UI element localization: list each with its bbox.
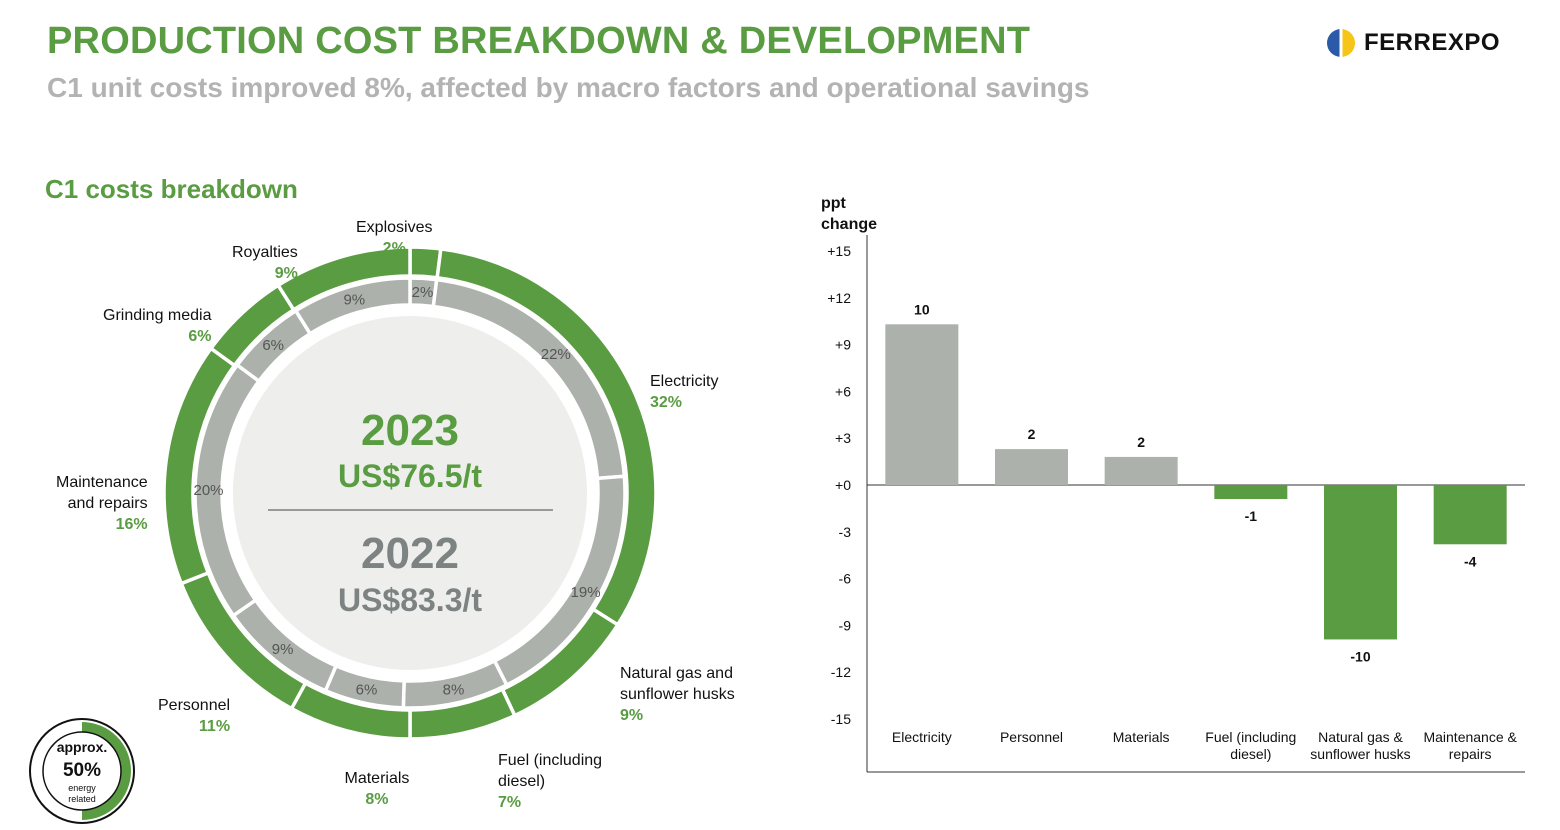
inner-ring-label-maintenance-and-repairs: 20% xyxy=(194,482,224,499)
x-tick-label-natural-gas-sunflower-husks: Natural gas & xyxy=(1318,729,1403,745)
segment-label-name: Electricity xyxy=(650,373,719,390)
segment-label-name: Natural gas and xyxy=(620,665,733,682)
y-tick-label: +3 xyxy=(835,430,851,446)
x-tick-label-maintenance-repairs: Maintenance & xyxy=(1423,729,1517,745)
segment-label-percent: 9% xyxy=(620,707,644,724)
inner-ring-label-explosives: 2% xyxy=(412,284,434,301)
inner-ring-label-personnel: 9% xyxy=(272,641,294,658)
inner-ring-label-fuel-including-diesel: 8% xyxy=(443,682,465,699)
y-tick-label: -6 xyxy=(839,571,852,587)
segment-label-explosives: Explosives 2% xyxy=(356,217,432,259)
x-tick-label-natural-gas-sunflower-husks: sunflower husks xyxy=(1310,746,1410,762)
segment-label-percent: 6% xyxy=(188,328,212,345)
badge-text-percent: 50% xyxy=(63,760,101,781)
x-tick-label-fuel-including-diesel: diesel) xyxy=(1230,746,1271,762)
inner-ring-label-grinding-media: 6% xyxy=(262,337,284,354)
page-subtitle: C1 unit costs improved 8%, affected by m… xyxy=(47,72,1090,103)
badge-text-related: related xyxy=(68,794,96,804)
bar-electricity xyxy=(885,324,959,485)
badge-text-energy: energy xyxy=(68,783,96,793)
segment-label-name: Royalties xyxy=(232,244,298,261)
segment-label-materials: Materials 8% xyxy=(345,768,410,810)
bar-maintenance-repairs xyxy=(1433,485,1507,545)
bar-personnel xyxy=(995,449,1068,485)
x-tick-label-electricity: Electricity xyxy=(892,729,952,745)
x-tick-label-personnel: Personnel xyxy=(1000,729,1063,745)
y-tick-label: +6 xyxy=(835,383,851,399)
y-axis-title-line: change xyxy=(821,216,877,233)
data-label-electricity: 10 xyxy=(914,301,930,317)
inner-ring-label-materials: 6% xyxy=(356,682,378,699)
segment-label-name: Explosives xyxy=(356,219,433,236)
segment-label-percent: 8% xyxy=(365,791,389,808)
segment-label-name: Personnel xyxy=(158,697,231,714)
data-label-materials: 2 xyxy=(1137,434,1145,450)
center-value-prior: US$83.3/t xyxy=(338,582,482,618)
segment-label-name: diesel) xyxy=(498,773,546,790)
segment-label-grinding-media: Grinding media 6% xyxy=(103,305,212,347)
y-axis-title-line: ppt xyxy=(821,195,847,212)
center-value-current: US$76.5/t xyxy=(338,458,482,494)
badge-progress-fill xyxy=(82,722,131,820)
center-year-current: 2023 xyxy=(361,406,459,455)
segment-label-royalties: Royalties 9% xyxy=(232,242,298,284)
y-tick-label: -3 xyxy=(839,524,852,540)
segment-label-percent: 9% xyxy=(274,265,298,282)
segment-label-percent: 32% xyxy=(650,394,683,411)
segment-label-name: Fuel (including xyxy=(498,752,603,769)
data-label-maintenance-repairs: -4 xyxy=(1464,553,1477,569)
y-tick-label: +15 xyxy=(827,243,851,259)
segment-label-percent: 16% xyxy=(115,516,148,533)
segment-label-percent: 2% xyxy=(382,240,406,257)
data-label-personnel: 2 xyxy=(1028,426,1036,442)
data-label-natural-gas-sunflower-husks: -10 xyxy=(1350,648,1370,664)
logo-mark-icon xyxy=(1327,29,1355,57)
x-tick-label-materials: Materials xyxy=(1113,729,1170,745)
segment-label-name: Materials xyxy=(344,770,410,787)
inner-ring-label-royalties: 9% xyxy=(343,291,365,308)
segment-label-maintenance-and-repairs: Maintenance and repairs 16% xyxy=(56,472,148,535)
donut-center xyxy=(233,316,587,670)
y-tick-label: -15 xyxy=(831,711,851,727)
segment-label-electricity: Electricity 32% xyxy=(650,371,718,413)
badge-inner xyxy=(42,731,122,811)
x-tick-label-maintenance-repairs: repairs xyxy=(1449,746,1492,762)
inner-ring-label-natural-gas-and-sunflower-husks: 19% xyxy=(571,584,601,601)
y-tick-label: +0 xyxy=(835,477,851,493)
bar-natural-gas-sunflower-husks xyxy=(1324,485,1397,640)
badge-text-approx: approx. xyxy=(57,739,108,755)
center-year-prior: 2022 xyxy=(361,529,459,578)
segment-label-percent: 7% xyxy=(498,794,522,811)
segment-label-name: Grinding media xyxy=(103,307,212,324)
segment-label-natural-gas-and-sunflower-husks: Natural gas and sunflower husks 9% xyxy=(620,663,735,726)
segment-label-name: and repairs xyxy=(67,495,148,512)
y-tick-label: -9 xyxy=(839,617,852,633)
data-label-fuel-including-diesel: -1 xyxy=(1245,508,1258,524)
segment-label-name: Maintenance xyxy=(56,474,148,491)
page-title: PRODUCTION COST BREAKDOWN & DEVELOPMENT xyxy=(47,20,1031,62)
bar-fuel-including-diesel xyxy=(1214,485,1288,500)
segment-label-personnel: Personnel 11% xyxy=(158,695,230,737)
x-tick-label-fuel-including-diesel: Fuel (including xyxy=(1205,729,1296,745)
segment-label-fuel-including-diesel: Fuel (including diesel) 7% xyxy=(498,750,602,813)
bar-materials xyxy=(1104,456,1178,485)
inner-ring-segment-royalties xyxy=(293,276,412,337)
y-tick-label: +9 xyxy=(835,337,851,353)
segment-label-name: sunflower husks xyxy=(620,686,735,703)
logo-text: FERREXPO xyxy=(1364,29,1501,56)
y-tick-label: -12 xyxy=(831,664,851,680)
logo: FERREXPO xyxy=(1326,28,1500,58)
segment-label-percent: 11% xyxy=(198,718,231,735)
y-tick-label: +12 xyxy=(827,290,851,306)
outer-ring-segment-royalties xyxy=(275,245,412,313)
section-title: C1 costs breakdown xyxy=(45,174,298,204)
inner-ring-label-electricity: 22% xyxy=(541,346,571,363)
